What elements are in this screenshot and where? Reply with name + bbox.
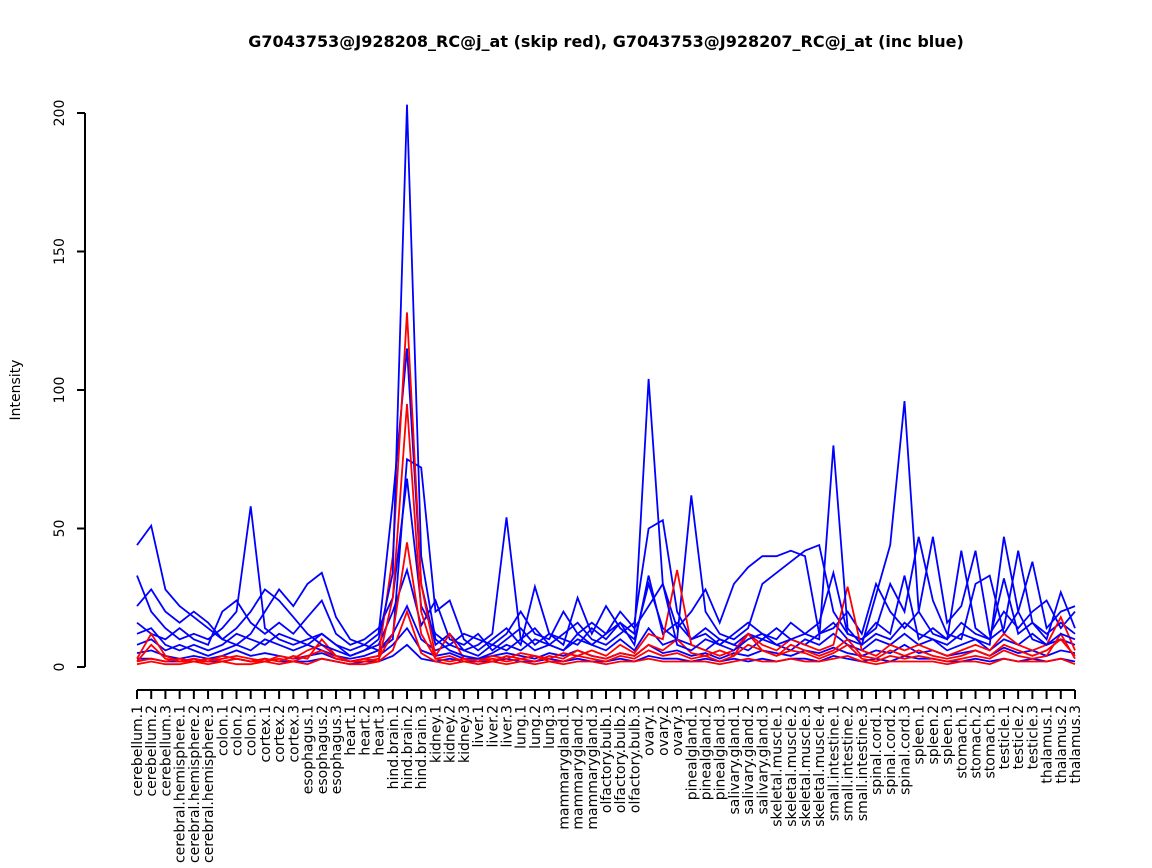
x-tick-label: kidney.1 bbox=[428, 705, 444, 763]
x-tick-label: thalamus.1 bbox=[1040, 705, 1056, 784]
x-tick-label: skeletal.muscle.1 bbox=[770, 705, 786, 827]
x-tick-label: small.intestine.1 bbox=[826, 705, 842, 821]
x-tick-label: heart.1 bbox=[343, 705, 359, 756]
x-tick-label: salivary.gland.1 bbox=[727, 705, 743, 814]
x-tick-label: testicle.2 bbox=[1011, 705, 1027, 769]
x-tick-label: salivary.gland.3 bbox=[755, 705, 771, 814]
y-axis-title: Intensity bbox=[8, 360, 24, 421]
x-tick-label: ovary.1 bbox=[642, 705, 658, 756]
x-tick-label: lung.1 bbox=[514, 705, 530, 749]
x-tick-label: colon.1 bbox=[215, 705, 231, 756]
x-tick-label: small.intestine.3 bbox=[855, 705, 871, 821]
x-tick-label: mammarygland.1 bbox=[556, 705, 572, 830]
x-tick-label: colon.2 bbox=[229, 705, 245, 756]
x-tick-label: thalamus.3 bbox=[1068, 705, 1084, 784]
x-tick-label: cortex.1 bbox=[258, 705, 274, 763]
x-tick-label: kidney.2 bbox=[443, 705, 459, 763]
x-tick-label: testicle.3 bbox=[1025, 705, 1041, 769]
x-tick-label: olfactory.bulb.1 bbox=[599, 705, 615, 813]
y-tick-label: 100 bbox=[52, 377, 68, 404]
x-tick-label: liver.2 bbox=[485, 705, 501, 748]
x-tick-label: skeletal.muscle.4 bbox=[812, 705, 828, 827]
x-tick-label: cerebral.hemisphere.2 bbox=[187, 705, 203, 863]
series-line bbox=[136, 566, 1076, 657]
x-tick-label: liver.1 bbox=[471, 705, 487, 748]
series-line bbox=[136, 457, 1076, 652]
y-tick-label: 200 bbox=[52, 100, 68, 127]
x-tick-label: spleen.1 bbox=[912, 705, 928, 765]
x-tick-label: cerebellum.1 bbox=[130, 705, 146, 797]
x-tick-label: pinealgland.1 bbox=[684, 705, 700, 800]
x-tick-label: cerebral.hemisphere.1 bbox=[173, 705, 189, 863]
series-line bbox=[136, 403, 1076, 663]
x-tick-label: heart.3 bbox=[372, 705, 388, 756]
x-tick-label: kidney.3 bbox=[457, 705, 473, 763]
x-tick-label: cerebellum.2 bbox=[144, 705, 160, 797]
y-tick-label: 150 bbox=[52, 238, 68, 265]
x-tick-label: mammarygland.3 bbox=[585, 705, 601, 830]
x-tick-label: skeletal.muscle.2 bbox=[784, 705, 800, 827]
x-tick-label: liver.3 bbox=[500, 705, 516, 748]
x-tick-label: stomach.1 bbox=[954, 705, 970, 779]
x-tick-label: spleen.3 bbox=[940, 705, 956, 765]
x-tick-label: hind.brain.2 bbox=[400, 705, 416, 789]
x-tick-label: mammarygland.2 bbox=[571, 705, 587, 830]
x-tick-label: cerebral.hemisphere.3 bbox=[201, 705, 217, 863]
x-tick-label: testicle.1 bbox=[997, 705, 1013, 769]
x-tick-label: lung.3 bbox=[542, 705, 558, 749]
x-tick-label: small.intestine.2 bbox=[841, 705, 857, 821]
x-tick-label: salivary.gland.2 bbox=[741, 705, 757, 814]
series-line bbox=[136, 348, 1076, 652]
x-tick-label: pinealgland.2 bbox=[698, 705, 714, 800]
x-tick-label: cortex.3 bbox=[286, 705, 302, 763]
x-tick-label: spinal.cord.2 bbox=[883, 705, 899, 795]
x-tick-label: stomach.3 bbox=[983, 705, 999, 779]
y-tick-label: 50 bbox=[52, 520, 68, 538]
x-tick-label: lung.2 bbox=[528, 705, 544, 749]
series-line bbox=[136, 104, 1076, 660]
series-line bbox=[136, 312, 1076, 663]
x-tick-label: esophagus.3 bbox=[329, 705, 345, 794]
x-tick-label: hind.brain.3 bbox=[414, 705, 430, 789]
x-tick-label: skeletal.muscle.3 bbox=[798, 705, 814, 827]
x-tick-label: spinal.cord.1 bbox=[869, 705, 885, 795]
x-tick-label: spleen.2 bbox=[926, 705, 942, 765]
x-tick-label: cerebellum.3 bbox=[158, 705, 174, 797]
chart-title: G7043753@J928208_RC@j_at (skip red), G70… bbox=[248, 32, 964, 51]
x-tick-label: thalamus.2 bbox=[1054, 705, 1070, 784]
x-tick-label: colon.3 bbox=[244, 705, 260, 756]
x-tick-label: hind.brain.1 bbox=[386, 705, 402, 789]
x-tick-label: cortex.2 bbox=[272, 705, 288, 763]
x-tick-label: stomach.2 bbox=[969, 705, 985, 779]
x-tick-label: olfactory.bulb.3 bbox=[627, 705, 643, 813]
series-line bbox=[136, 478, 1076, 646]
x-tick-label: esophagus.1 bbox=[301, 705, 317, 794]
x-tick-label: ovary.3 bbox=[670, 705, 686, 756]
x-tick-label: heart.2 bbox=[357, 705, 373, 756]
x-tick-label: esophagus.2 bbox=[315, 705, 331, 794]
x-tick-label: olfactory.bulb.2 bbox=[613, 705, 629, 813]
series-line bbox=[136, 542, 1076, 663]
x-tick-label: ovary.2 bbox=[656, 705, 672, 756]
y-tick-label: 0 bbox=[52, 663, 68, 672]
x-tick-label: spinal.cord.3 bbox=[897, 705, 913, 795]
x-tick-label: pinealgland.3 bbox=[713, 705, 729, 800]
